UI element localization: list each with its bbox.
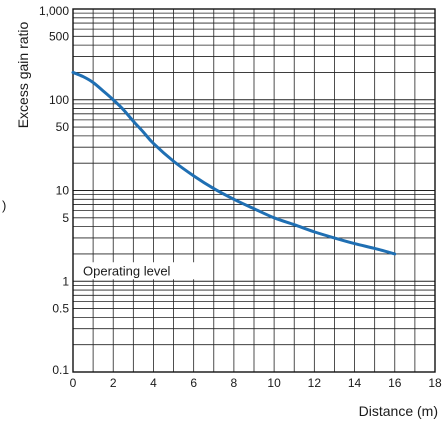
- x-tick-label: 6: [190, 376, 197, 390]
- operating-level-annotation: Operating level: [83, 263, 171, 278]
- y-tick-label: 50: [56, 120, 70, 134]
- x-tick-label: 14: [348, 376, 362, 390]
- x-tick-label: 18: [428, 376, 442, 390]
- x-tick-label: 10: [267, 376, 281, 390]
- y-tick-label: 500: [49, 29, 69, 43]
- x-tick-label: 4: [150, 376, 157, 390]
- y-tick-label: 10: [56, 184, 70, 198]
- y-tick-label: 5: [62, 211, 69, 225]
- x-tick-label: 2: [110, 376, 117, 390]
- y-tick-label: 1,000: [39, 4, 69, 18]
- x-axis-label: Distance (m): [359, 403, 438, 419]
- x-tick-label: 12: [308, 376, 322, 390]
- stray-paren-mark: ): [2, 198, 6, 213]
- x-tick-label: 8: [231, 376, 238, 390]
- y-axis-label: Excess gain ratio: [15, 21, 31, 128]
- grid: [73, 9, 435, 372]
- tick-labels: 0 2 4 6 8 10 12 14 16 18 0.1 0.5 1 5 10 50 100 500 1,000: [39, 4, 442, 390]
- y-tick-label: 0.5: [52, 302, 69, 316]
- y-tick-label: 100: [49, 93, 69, 107]
- x-tick-label: 16: [388, 376, 402, 390]
- y-tick-label: 1: [62, 274, 69, 288]
- y-tick-label: 0.1: [52, 363, 69, 377]
- x-tick-label: 0: [70, 376, 77, 390]
